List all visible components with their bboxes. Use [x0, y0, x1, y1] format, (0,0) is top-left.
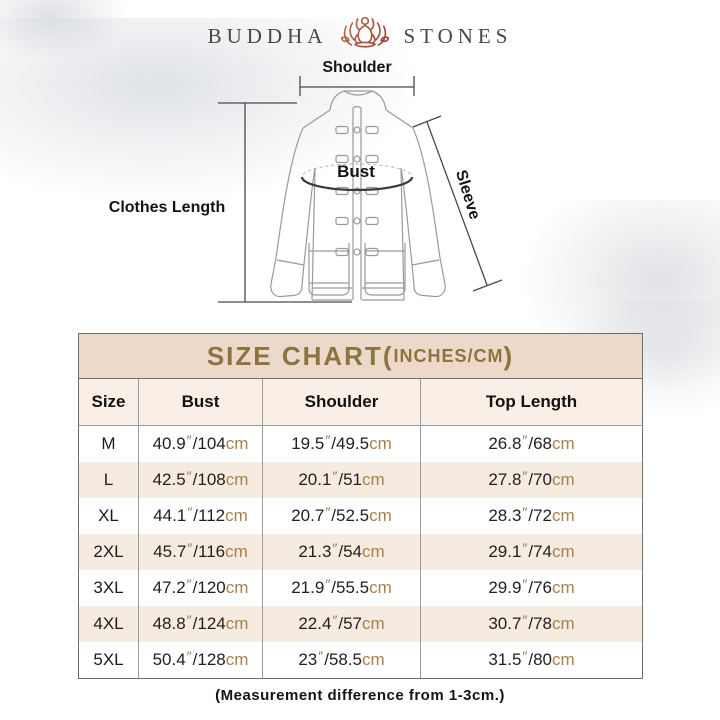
size-chart-title-units: INCHES/CM	[393, 345, 504, 366]
column-header-size: Size	[79, 379, 139, 425]
size-chart-title: SIZE CHART(	[206, 340, 394, 371]
column-header-top-length: Top Length	[485, 392, 578, 411]
column-header-bust: Bust	[139, 379, 263, 425]
cell-top-length: 29.1 ″/74 cm	[488, 540, 575, 561]
cell-size: 2XL	[79, 534, 139, 570]
cell-top-length: 27.8 ″/70 cm	[488, 468, 575, 489]
size-chart-table: SIZE CHART(INCHES/CM) Size Bust Shoulder…	[78, 333, 643, 679]
cell-shoulder: 23 ″/58.5 cm	[263, 642, 421, 678]
cell-top-length: 29.9 ″/76 cm	[488, 576, 575, 597]
cell-size: 5XL	[79, 642, 139, 678]
cell-size: 3XL	[79, 570, 139, 606]
cell-size: 4XL	[79, 606, 139, 642]
jacket-measurement-diagram	[218, 76, 503, 303]
table-row: XL 44.1 ″/112 cm 20.7 ″/52.5 cm 28.3 ″/72 cm	[79, 498, 642, 534]
size-table-body: M 40.9 ″/104 cm 19.5 ″/49.5 cm 26.8 ″/68 cm L 42.5 ″…	[79, 426, 642, 678]
cell-bust: 47.2 ″/120 cm	[139, 570, 263, 606]
cell-bust: 50.4 ″/128 cm	[139, 642, 263, 678]
size-chart-title-band: SIZE CHART(INCHES/CM)	[79, 334, 642, 379]
size-chart-title-close: )	[503, 340, 515, 371]
table-row: 5XL 50.4 ″/128 cm 23 ″/58.5 cm 31.5 ″/80 cm	[79, 642, 642, 678]
cell-shoulder: 19.5 ″/49.5 cm	[263, 426, 421, 462]
brand-name-right: STONES	[403, 24, 513, 48]
cell-size: L	[79, 462, 139, 498]
table-row: 2XL 45.7 ″/116 cm 21.3 ″/54 cm 29.1 ″/74 cm	[79, 534, 642, 570]
cell-top-length: 28.3 ″/72 cm	[488, 504, 575, 525]
cell-shoulder: 22.4 ″/57 cm	[263, 606, 421, 642]
measurement-footnote: (Measurement difference from 1-3cm.)	[215, 687, 505, 704]
cell-bust: 45.7 ″/116 cm	[139, 534, 263, 570]
cell-top-length: 26.8 ″/68 cm	[488, 432, 575, 453]
cell-shoulder: 20.7 ″/52.5 cm	[263, 498, 421, 534]
table-row: 3XL 47.2 ″/120 cm 21.9 ″/55.5 cm 29.9 ″/76 cm	[79, 570, 642, 606]
table-row: 4XL 48.8 ″/124 cm 22.4 ″/57 cm 30.7 ″/78 cm	[79, 606, 642, 642]
table-row: L 42.5 ″/108 cm 20.1 ″/51 cm 27.8 ″/70 cm	[79, 462, 642, 498]
table-row: M 40.9 ″/104 cm 19.5 ″/49.5 cm 26.8 ″/68 cm	[79, 426, 642, 462]
diagram-label-clothes-length: Clothes Length	[108, 199, 226, 216]
lotus-meditation-icon	[340, 13, 390, 60]
cell-top-length: 30.7 ″/78 cm	[488, 612, 575, 633]
cell-shoulder: 21.9 ″/55.5 cm	[263, 570, 421, 606]
cell-bust: 48.8 ″/124 cm	[139, 606, 263, 642]
cell-shoulder: 21.3 ″/54 cm	[263, 534, 421, 570]
cell-top-length: 31.5 ″/80 cm	[488, 648, 575, 669]
diagram-label-bust: Bust	[337, 162, 375, 181]
table-header-row: Size Bust Shoulder Top Length	[79, 379, 642, 426]
cell-bust: 44.1 ″/112 cm	[139, 498, 263, 534]
cell-size: M	[79, 426, 139, 462]
cell-bust: 40.9 ″/104 cm	[139, 426, 263, 462]
cell-size: XL	[79, 498, 139, 534]
brand-logo: BUDDHA	[0, 13, 720, 60]
brand-name-left: BUDDHA	[207, 24, 328, 48]
column-header-shoulder: Shoulder	[263, 379, 421, 425]
cell-shoulder: 20.1 ″/51 cm	[263, 462, 421, 498]
cell-bust: 42.5 ″/108 cm	[139, 462, 263, 498]
diagram-label-shoulder: Shoulder	[322, 59, 392, 76]
